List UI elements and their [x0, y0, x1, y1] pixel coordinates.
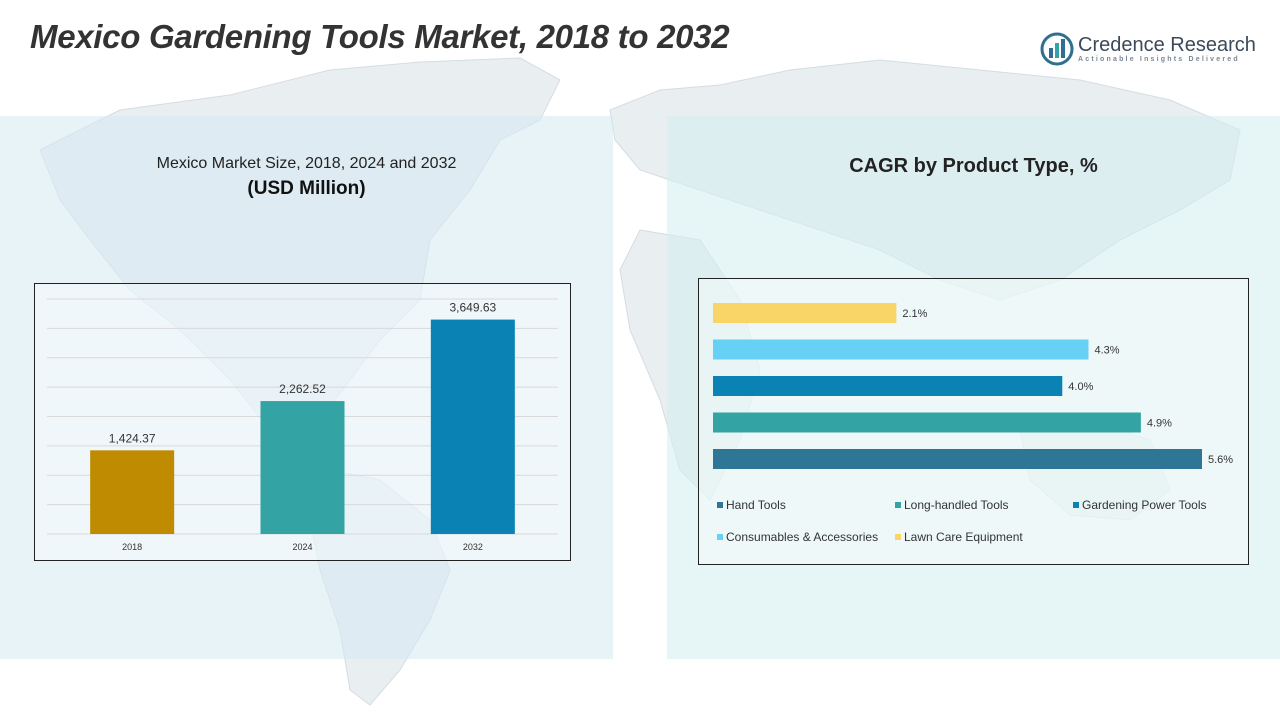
legend-swatch — [895, 534, 901, 540]
bar-2032 — [430, 319, 515, 534]
x-tick-label: 2024 — [292, 542, 312, 552]
legend-swatch — [895, 502, 901, 508]
bar-consumables-accessories — [713, 339, 1089, 360]
credence-logo-icon — [1040, 32, 1074, 66]
bar-gardening-power-tools — [713, 376, 1063, 396]
brand-tagline: Actionable Insights Delivered — [1078, 56, 1240, 63]
bar-value-label: 5.6% — [1208, 454, 1233, 466]
bar-2018 — [90, 450, 175, 534]
market-size-chart-frame: 1,424.37 2018 2,262.52 2024 3,649.63 2032 — [34, 283, 571, 561]
market-size-bar-chart: 1,424.37 2018 2,262.52 2024 3,649.63 2032 — [47, 298, 558, 552]
legend-label: Consumables & Accessories — [726, 530, 878, 544]
bar-value-label: 1,424.37 — [109, 431, 156, 445]
bar-hand-tools — [713, 449, 1202, 469]
bar-value-label: 2.1% — [902, 308, 927, 320]
bar-lawn-care-equipment — [713, 303, 897, 323]
bar-value-label: 2,262.52 — [279, 382, 326, 396]
legend-label: Lawn Care Equipment — [904, 530, 1023, 544]
cagr-chart-frame: 2.1% 4.3% 4.0% 4.9% 5.6% Hand Tools Long-handl… — [698, 278, 1249, 565]
bar-long-handled-tools — [713, 412, 1141, 433]
market-size-unit: (USD Million) — [247, 178, 366, 199]
x-tick-label: 2018 — [122, 542, 142, 552]
brand-name: Credence Research — [1078, 34, 1256, 56]
page-title: Mexico Gardening Tools Market, 2018 to 2… — [30, 18, 730, 55]
legend-swatch — [1073, 502, 1079, 508]
bar-value-label: 3,649.63 — [449, 301, 496, 315]
bar-value-label: 4.0% — [1068, 381, 1093, 393]
bar-value-label: 4.9% — [1147, 418, 1172, 430]
x-tick-label: 2032 — [463, 542, 483, 552]
brand-logo: Credence Research Actionable Insights De… — [1040, 32, 1260, 68]
cagr-title: CAGR by Product Type, % — [849, 155, 1098, 177]
bar-2024 — [260, 401, 345, 534]
legend-label: Long-handled Tools — [904, 498, 1009, 512]
bar-value-label: 4.3% — [1094, 345, 1119, 357]
legend-label: Gardening Power Tools — [1082, 498, 1207, 512]
legend-swatch — [717, 502, 723, 508]
legend-swatch — [717, 534, 723, 540]
cagr-bar-chart: 2.1% 4.3% 4.0% 4.9% 5.6% Hand Tools Long-handl… — [713, 303, 1233, 544]
market-size-title: Mexico Market Size, 2018, 2024 and 2032 — [156, 155, 457, 172]
legend-label: Hand Tools — [726, 498, 786, 512]
